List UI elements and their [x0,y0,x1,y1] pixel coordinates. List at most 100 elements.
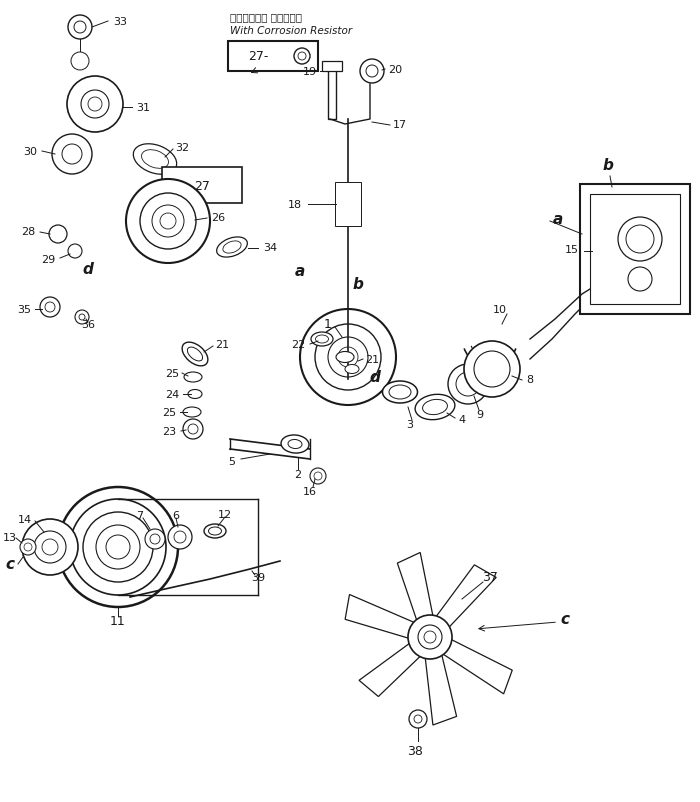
Text: a: a [553,213,563,227]
Circle shape [168,525,192,549]
Text: 21: 21 [215,339,229,350]
Text: 21: 21 [365,354,379,365]
Text: 25: 25 [162,407,176,418]
Text: 36: 36 [81,320,95,330]
Text: 3: 3 [407,419,414,429]
Circle shape [628,268,652,292]
Text: 16: 16 [303,486,317,496]
Text: 27: 27 [194,180,210,192]
Bar [228,42,318,72]
Circle shape [68,245,82,259]
Circle shape [52,135,92,175]
Ellipse shape [336,352,354,363]
Text: 10: 10 [493,305,507,314]
Text: 35: 35 [17,305,31,314]
Text: 26: 26 [211,213,225,223]
Bar [328,65,336,119]
Bar [580,184,690,314]
Circle shape [20,539,36,555]
Text: 29: 29 [41,255,55,265]
Text: 28: 28 [21,227,35,237]
Circle shape [145,529,165,549]
Circle shape [300,310,396,406]
Text: c: c [561,612,570,626]
Circle shape [408,615,452,659]
Circle shape [49,225,67,244]
Ellipse shape [204,525,226,538]
Text: 13: 13 [3,533,17,542]
Circle shape [40,298,60,318]
Text: 11: 11 [110,615,126,628]
Text: 8: 8 [526,375,533,384]
Circle shape [310,468,326,484]
Ellipse shape [141,151,169,169]
Text: 39: 39 [251,573,265,582]
Ellipse shape [281,435,309,453]
Ellipse shape [311,333,333,346]
Circle shape [68,16,92,40]
Text: 24: 24 [165,390,179,399]
Polygon shape [442,638,512,694]
Circle shape [448,365,488,404]
Ellipse shape [209,528,221,535]
Text: 25: 25 [165,369,179,379]
Bar [322,62,342,72]
Polygon shape [398,553,433,623]
Ellipse shape [188,347,202,362]
Text: 15: 15 [565,245,579,255]
Text: d: d [83,262,93,277]
Circle shape [75,310,89,325]
Text: 31: 31 [136,103,150,113]
Polygon shape [434,565,496,628]
Text: b: b [353,277,363,292]
Text: 20: 20 [388,65,402,75]
Bar [337,184,359,225]
Circle shape [360,60,384,84]
Text: 32: 32 [175,143,189,153]
Circle shape [618,217,662,261]
Text: 2: 2 [295,469,302,480]
Circle shape [67,77,123,133]
Text: 22: 22 [291,339,305,350]
Bar [162,168,242,204]
Polygon shape [425,652,456,725]
Ellipse shape [345,365,359,374]
Text: 18: 18 [288,200,302,210]
Ellipse shape [423,400,447,415]
Text: 7: 7 [136,510,144,520]
Text: c: c [6,557,15,572]
Ellipse shape [316,335,328,343]
Text: 4: 4 [458,415,466,424]
Ellipse shape [184,373,202,383]
Text: 1: 1 [324,318,332,331]
Text: 5: 5 [228,456,235,467]
Text: コロージョン レジスタ付: コロージョン レジスタ付 [230,12,302,22]
Ellipse shape [382,382,417,403]
Text: 17: 17 [393,119,407,130]
Bar [590,195,680,305]
Ellipse shape [389,386,411,399]
Text: 19: 19 [303,67,317,77]
Ellipse shape [133,144,176,175]
Circle shape [183,419,203,439]
Text: d: d [370,370,380,385]
Text: a: a [295,264,305,279]
Bar [335,183,361,227]
Polygon shape [345,595,414,639]
Ellipse shape [415,395,455,420]
Text: 14: 14 [18,514,32,525]
Text: With Corrosion Resistor: With Corrosion Resistor [230,26,352,36]
Ellipse shape [183,407,201,418]
Circle shape [58,488,178,607]
Text: 12: 12 [218,509,232,520]
Ellipse shape [217,237,247,257]
Text: 9: 9 [477,410,484,419]
Polygon shape [359,643,423,697]
Text: b: b [603,157,613,172]
Text: 6: 6 [172,510,179,520]
Ellipse shape [188,390,202,399]
Text: 34: 34 [263,243,277,253]
Circle shape [71,53,89,71]
Text: 23: 23 [162,427,176,436]
Circle shape [22,520,78,575]
